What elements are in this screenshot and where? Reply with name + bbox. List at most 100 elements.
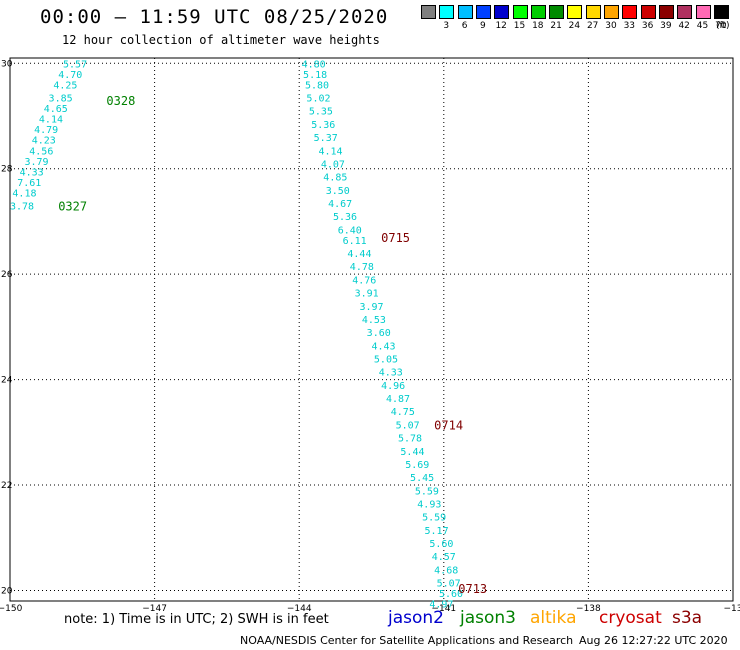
page-subtitle: 12 hour collection of altimeter wave hei… <box>62 33 380 47</box>
legend-swatch <box>475 5 491 19</box>
wave-height-label: 4.96 <box>381 381 405 392</box>
wave-height-label: 5.60 <box>439 589 463 600</box>
wave-height-label: 5.18 <box>303 70 327 81</box>
mission-label-altika: altika <box>530 608 577 628</box>
map-frame <box>9 57 734 602</box>
wave-height-label: 4.97 <box>429 600 453 611</box>
wave-height-label: 5.45 <box>410 473 434 484</box>
pass-number-label: 0328 <box>106 94 135 108</box>
wave-height-label: 5.17 <box>425 526 449 537</box>
legend-bin-label: 6 <box>461 21 468 31</box>
wave-height-label: 4.53 <box>362 315 386 326</box>
mission-label-jason2: jason2 <box>388 608 444 628</box>
mission-label-cryosat: cryosat <box>599 608 662 628</box>
mission-label-jason3: jason3 <box>460 608 516 628</box>
wave-height-label: 4.67 <box>328 199 352 210</box>
legend-swatch <box>457 5 473 19</box>
lat-tick-label: 30 <box>1 59 13 69</box>
wave-height-label: 4.33 <box>379 368 403 379</box>
page-title: 00:00 – 11:59 UTC 08/25/2020 <box>40 6 389 28</box>
wave-height-label: 7.61 <box>17 178 41 189</box>
wave-height-label: 4.07 <box>321 159 345 170</box>
legend-bin-label: 30 <box>605 21 617 31</box>
wave-height-label: 5.02 <box>306 94 330 105</box>
legend-swatch <box>695 5 711 19</box>
wave-height-label: 5.05 <box>374 354 398 365</box>
legend-bin-label: 3 <box>443 21 450 31</box>
legend-swatch <box>622 5 638 19</box>
wave-height-label: 3.79 <box>24 157 48 168</box>
wave-height-label: 4.70 <box>58 70 82 81</box>
wave-height-label: 4.33 <box>20 167 44 178</box>
legend-bin-label: 24 <box>568 21 581 31</box>
wave-height-label: 4.68 <box>434 565 458 576</box>
wave-height-label: 3.60 <box>367 328 391 339</box>
legend-bin-label: 42 <box>678 21 690 31</box>
wave-height-label: 4.76 <box>352 275 376 286</box>
lon-tick-label: −144 <box>287 604 312 614</box>
wave-height-label: 5.44 <box>400 447 424 458</box>
wave-height-label: 6.11 <box>343 236 367 247</box>
legend-bin-label: 9 <box>480 21 486 31</box>
wave-height-label: 4.23 <box>32 136 56 147</box>
legend-swatch <box>585 5 601 19</box>
wave-height-label: 4.85 <box>323 173 347 184</box>
wave-height-label: 4.56 <box>29 146 53 157</box>
wave-height-label: 3.50 <box>326 186 350 197</box>
legend-bin-label: 27 <box>586 21 599 31</box>
legend-swatch <box>658 5 674 19</box>
wave-height-label: 4.14 <box>318 146 342 157</box>
legend-swatch <box>713 5 729 19</box>
legend-bin-label: 36 <box>641 21 654 31</box>
wave-height-label: 4.80 <box>302 59 326 70</box>
legend-swatch <box>567 5 583 19</box>
wave-height-label: 5.69 <box>405 460 429 471</box>
footer-timestamp: Aug 26 12:27:22 UTC 2020 <box>579 634 728 647</box>
wave-height-label: 4.57 <box>432 552 456 563</box>
pass-number-label: 0327 <box>58 200 87 214</box>
wave-height-label: 4.44 <box>347 249 371 260</box>
legend-bin-label: 39 <box>660 21 672 31</box>
lon-tick-label: −150 <box>0 604 23 614</box>
legend-bin-label: 70 <box>715 21 727 31</box>
footer-note: note: 1) Time is in UTC; 2) SWH is in fe… <box>64 612 329 627</box>
legend-swatch <box>439 5 455 19</box>
wave-height-label: 4.87 <box>386 394 410 405</box>
wave-height-label: 3.91 <box>355 289 379 300</box>
legend-unit-label: (ft) <box>716 21 730 31</box>
legend-swatch <box>549 5 565 19</box>
wave-height-label: 4.25 <box>53 80 77 91</box>
legend-swatch <box>421 5 436 19</box>
wave-height-label: 5.59 <box>415 486 439 497</box>
legend-bin-label: 21 <box>550 21 562 31</box>
wave-height-label: 5.37 <box>314 133 338 144</box>
footer-credit: NOAA/NESDIS Center for Satellite Applica… <box>240 634 574 647</box>
wave-height-label: 3.78 <box>10 202 34 213</box>
lon-tick-label: −147 <box>142 604 167 614</box>
pass-number-label: 0714 <box>434 418 463 432</box>
wave-height-label: 4.78 <box>350 262 374 273</box>
lat-tick-label: 24 <box>1 376 13 386</box>
wave-height-label: 4.18 <box>12 188 36 199</box>
legend-swatch <box>530 5 546 19</box>
pass-number-label: 0713 <box>458 582 487 596</box>
legend-bin-label: 33 <box>623 21 636 31</box>
wave-height-label: 5.80 <box>305 80 329 91</box>
wave-height-label: 5.57 <box>63 59 87 70</box>
legend-swatch <box>604 5 619 19</box>
wave-height-label: 6.40 <box>338 225 362 236</box>
lon-tick-label: −13 <box>724 604 740 614</box>
wave-height-label: 5.36 <box>333 212 357 223</box>
wave-height-label: 4.79 <box>34 125 58 136</box>
wave-height-label: 5.07 <box>437 579 461 590</box>
legend-bin-label: 45 <box>696 21 709 31</box>
wave-height-label: 5.59 <box>422 513 446 524</box>
wave-height-label: 3.85 <box>49 94 73 105</box>
lon-tick-label: −138 <box>576 604 601 614</box>
wave-height-label: 4.65 <box>44 104 68 115</box>
legend-swatch <box>640 5 656 19</box>
lat-tick-label: 20 <box>1 586 13 596</box>
wave-height-label: 4.93 <box>417 499 441 510</box>
